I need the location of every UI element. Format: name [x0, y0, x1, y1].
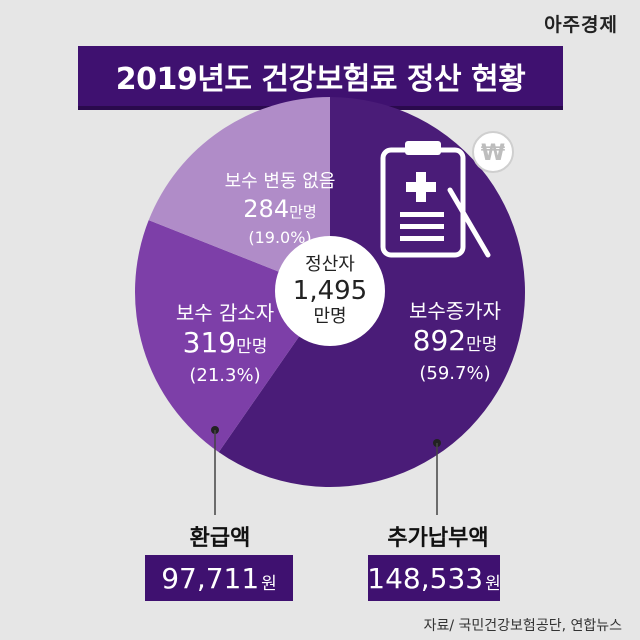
slice-percent: (19.0%): [248, 228, 312, 247]
leader-line-refund: [211, 426, 219, 515]
slice-value: 319만명: [182, 326, 268, 359]
medical-document-icon: [380, 141, 491, 258]
refund-title: 환급액: [189, 526, 251, 551]
chart-title: 2019년도 건강보험료 정산 현황: [78, 46, 563, 110]
extra-payment-title: 추가납부액: [387, 526, 489, 551]
extra-payment-amount: 148,533: [367, 561, 484, 595]
refund-amount-box: 97,711 원: [145, 555, 293, 601]
source-note: 자료/ 국민건강보험공단, 연합뉴스: [423, 618, 622, 634]
leader-line-extra: [433, 439, 441, 515]
slice-percent: (59.7%): [419, 363, 491, 384]
extra-payment-amount-box: 148,533 원: [367, 555, 501, 601]
slice-label-decrease: 보수 감소자 319만명 (21.3%): [130, 300, 320, 388]
slice-value: 284만명: [243, 195, 317, 223]
slice-label-nochange: 보수 변동 없음 284만명 (19.0%): [200, 170, 360, 249]
slice-name: 보수 변동 없음: [224, 171, 336, 192]
center-unit: 만명: [313, 306, 347, 327]
brand-logo: 아주경제: [544, 14, 618, 36]
center-label: 정산자: [305, 254, 355, 275]
won-coin-icon: ₩: [472, 131, 514, 173]
slice-name: 보수증가자: [409, 299, 501, 323]
refund-unit: 원: [261, 573, 277, 594]
center-total: 정산자 1,495 만명: [275, 236, 385, 346]
center-value: 1,495: [292, 276, 368, 306]
slice-label-increase: 보수증가자 892만명 (59.7%): [370, 298, 540, 386]
slice-value: 892만명: [412, 324, 498, 357]
slice-name: 보수 감소자: [175, 301, 275, 325]
slice-percent: (21.3%): [189, 365, 261, 386]
refund-amount: 97,711: [161, 561, 260, 595]
extra-payment-unit: 원: [485, 573, 501, 594]
svg-text:₩: ₩: [481, 141, 505, 166]
pie-slice-nochange: [148, 97, 330, 292]
